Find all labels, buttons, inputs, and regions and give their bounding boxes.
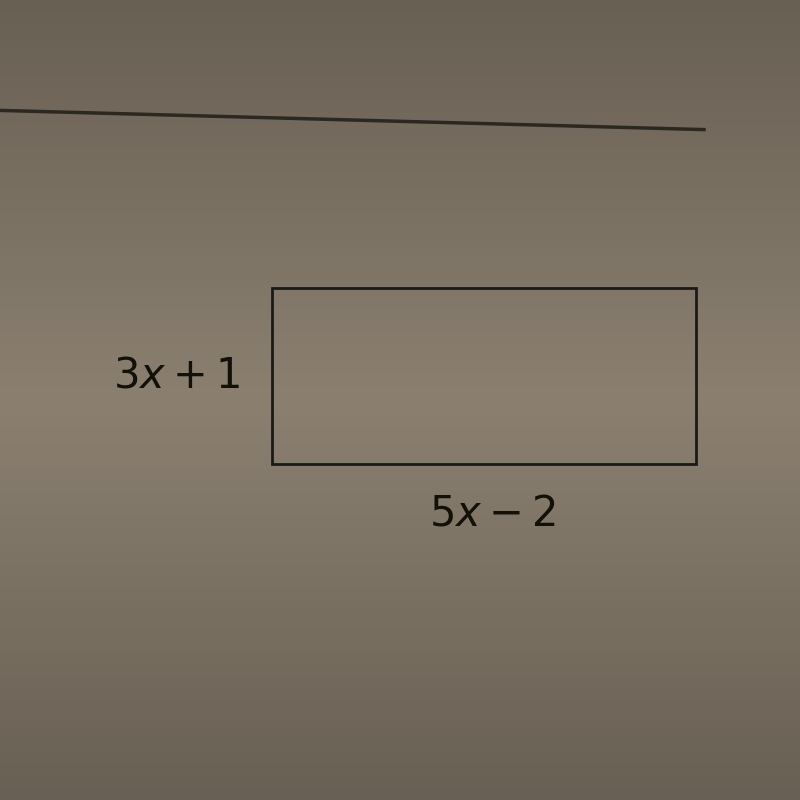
Text: $5x - 2$: $5x - 2$ (429, 492, 555, 534)
Bar (272, 288, 696, 464)
Text: $3x + 1$: $3x + 1$ (113, 355, 240, 397)
